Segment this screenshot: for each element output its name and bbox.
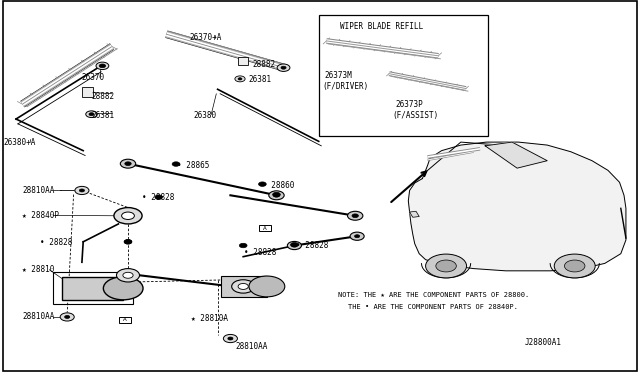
Circle shape [155,195,163,199]
Circle shape [436,260,456,272]
Circle shape [114,208,142,224]
Text: 28810AA: 28810AA [22,186,55,195]
Text: (F/ASSIST): (F/ASSIST) [392,111,438,120]
Polygon shape [408,142,626,271]
Text: 26373P: 26373P [396,100,423,109]
Text: • 28860: • 28860 [262,181,295,190]
Circle shape [79,189,84,192]
Circle shape [238,283,248,289]
Circle shape [228,337,233,340]
Text: 26370: 26370 [82,73,105,82]
Text: • 28828: • 28828 [142,193,175,202]
Text: A: A [123,317,127,323]
Text: 26373M: 26373M [324,71,352,80]
Text: 28882: 28882 [92,92,115,101]
Circle shape [172,162,180,166]
Bar [82,87,93,97]
Circle shape [269,191,284,200]
Text: 26380+A: 26380+A [3,138,36,147]
Circle shape [273,192,280,197]
Circle shape [122,212,134,219]
Circle shape [89,113,94,116]
Text: A: A [263,225,267,231]
Circle shape [238,78,242,80]
Circle shape [124,240,132,244]
Circle shape [86,111,97,118]
Circle shape [554,254,595,278]
Circle shape [350,232,364,240]
Circle shape [239,243,247,248]
Bar [119,317,131,323]
Text: NOTE: THE ★ ARE THE COMPONENT PARTS OF 28800.: NOTE: THE ★ ARE THE COMPONENT PARTS OF 2… [338,292,529,298]
Circle shape [125,162,131,166]
Bar [221,276,267,297]
Circle shape [564,260,585,272]
Circle shape [75,186,89,195]
Circle shape [124,240,132,244]
Text: ★ 28810: ★ 28810 [22,265,55,274]
Circle shape [60,313,74,321]
Text: 26380: 26380 [193,111,216,120]
Bar [319,15,488,136]
Circle shape [116,269,140,282]
Circle shape [292,244,297,247]
Circle shape [99,64,106,68]
Circle shape [235,76,245,82]
Text: THE • ARE THE COMPONENT PARTS OF 28840P.: THE • ARE THE COMPONENT PARTS OF 28840P. [348,304,518,310]
Text: 28810AA: 28810AA [236,342,268,351]
Circle shape [281,66,286,69]
Circle shape [249,276,285,297]
Circle shape [277,64,290,71]
Circle shape [120,159,136,168]
Circle shape [123,272,133,278]
Circle shape [287,241,301,250]
Text: ★ 28840P: ★ 28840P [22,211,60,220]
Circle shape [273,193,280,197]
Bar [62,277,123,300]
Text: (F/DRIVER): (F/DRIVER) [322,82,368,91]
Text: • 28828: • 28828 [244,248,277,257]
Text: 28882: 28882 [253,60,276,69]
Circle shape [352,214,358,218]
Circle shape [426,254,467,278]
Circle shape [223,334,237,343]
Text: • 28828: • 28828 [40,238,72,247]
Circle shape [348,211,363,220]
Text: 26370+A: 26370+A [189,33,222,42]
Circle shape [291,243,298,247]
Polygon shape [410,211,419,217]
Circle shape [104,277,143,300]
Text: 26381: 26381 [248,75,271,84]
Circle shape [355,235,360,238]
Text: J28800A1: J28800A1 [525,338,562,347]
Circle shape [259,182,266,186]
Text: 26381: 26381 [92,111,115,120]
Text: ★ 28810A: ★ 28810A [191,314,228,323]
Circle shape [232,280,255,293]
Bar [259,225,271,231]
Text: WIPER BLADE REFILL: WIPER BLADE REFILL [340,22,423,31]
Text: • 28865: • 28865 [177,161,209,170]
Polygon shape [485,142,547,168]
Bar [52,272,133,304]
Bar [238,57,248,65]
Text: • 28828: • 28828 [296,241,328,250]
Circle shape [65,315,70,318]
Text: 28810AA: 28810AA [22,312,55,321]
Circle shape [96,62,109,70]
